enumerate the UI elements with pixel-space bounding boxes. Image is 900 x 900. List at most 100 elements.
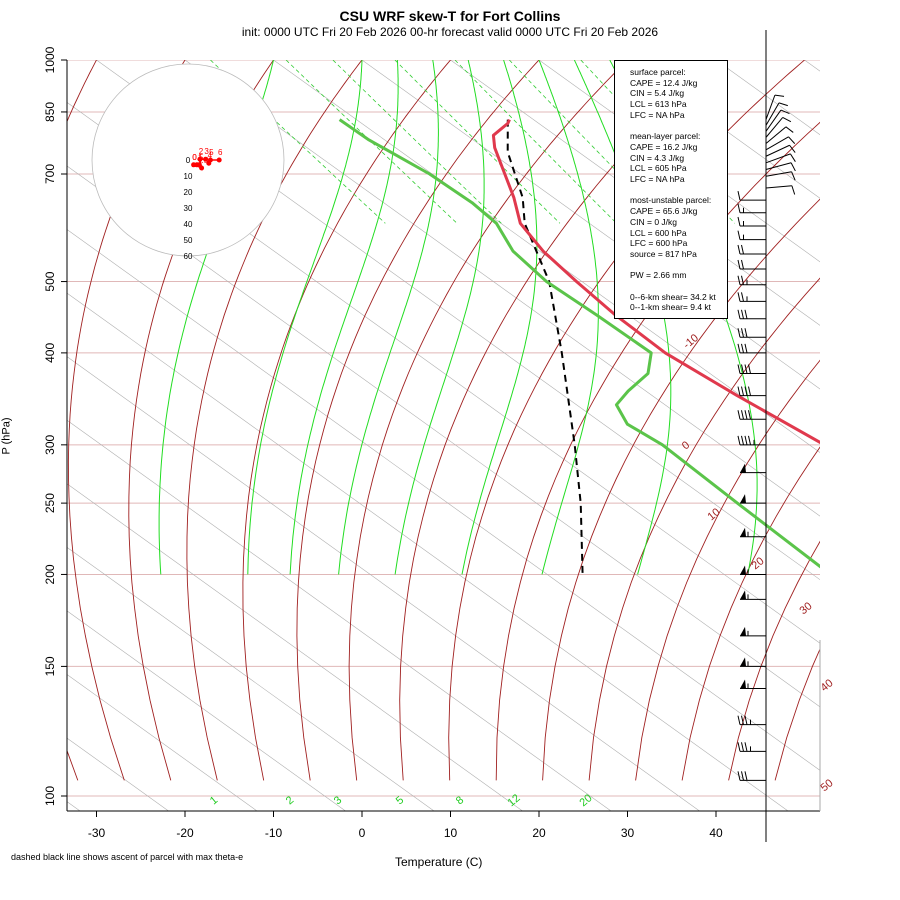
info-block: PW = 2.66 mm [630, 270, 727, 281]
wind-barb-flag [744, 328, 748, 338]
hodograph-point-label: 6 [218, 148, 223, 157]
wind-barb-pennant [740, 494, 746, 504]
wind-barb-flag [744, 343, 748, 353]
wind-barb-flag [780, 109, 790, 115]
info-line: CIN = 5.4 J/kg [630, 88, 685, 99]
wind-barbs [737, 94, 796, 781]
hodograph-ring-label: 60 [184, 252, 193, 261]
hodograph-point-label: 5 [209, 148, 214, 157]
dry-adiabat [774, 647, 820, 781]
wind-barb-flag [744, 435, 748, 445]
hodograph-point-label: 2 [199, 147, 204, 156]
isotherm-label: 20 [750, 555, 767, 572]
hodograph-point [207, 157, 213, 163]
hodograph-ring-label: 0 [186, 156, 191, 165]
info-line: LCL = 605 hPa [630, 163, 687, 174]
wind-barb-flag [737, 364, 741, 374]
y-tick-label: 850 [43, 102, 57, 122]
wind-barb-flag [744, 410, 748, 420]
info-line: most-unstable parcel: [630, 195, 712, 206]
wind-barb-flag [741, 275, 744, 285]
wind-barb [740, 527, 766, 538]
x-tick-label: 10 [444, 826, 458, 840]
y-tick-label: 300 [43, 435, 57, 455]
mixing-ratio-line [394, 60, 561, 224]
hodograph-point-label: 4 [208, 151, 213, 160]
info-block: 0--6-km shear= 34.2 kt 0--1-km shear= 9.4… [630, 292, 727, 313]
mixing-ratio-label: 20 [578, 792, 595, 809]
mixing-ratio-line [285, 60, 458, 224]
footnote: dashed black line shows ascent of parcel… [11, 852, 244, 862]
hodograph-ring-label: 10 [184, 172, 193, 181]
info-line: CIN = 0 J/kg [630, 216, 678, 227]
moist-adiabat [461, 60, 538, 575]
isotherm-line [184, 60, 820, 517]
wind-barb-flag [737, 275, 741, 285]
wind-barb-pennant [740, 463, 746, 473]
y-tick-label: 250 [43, 493, 57, 513]
isotherm-label: 50 [819, 777, 836, 794]
wind-barb-flag [744, 364, 748, 374]
wind-barb-flag [741, 309, 744, 319]
moist-adiabat [538, 60, 599, 575]
wind-barb [765, 102, 788, 126]
isotherm-line [67, 356, 701, 811]
wind-barb-staff [765, 171, 792, 177]
dry-adiabat [681, 446, 820, 781]
isotherm-line [67, 419, 612, 811]
dewpoint-profile-line [338, 118, 820, 569]
isotherm-line [361, 60, 820, 390]
wind-barb-flag [744, 715, 748, 725]
wind-barb-flag [789, 144, 796, 153]
info-line: CAPE = 12.4 J/kg [630, 77, 698, 88]
wind-barb [737, 410, 766, 420]
wind-barb-flag [737, 309, 741, 319]
wind-barb [737, 203, 766, 214]
wind-barb-staff [765, 153, 791, 164]
wind-barb-flag [737, 191, 741, 201]
wind-barb [765, 126, 794, 144]
y-tick-label: 700 [43, 164, 57, 184]
wind-barb-flag [748, 435, 751, 445]
isotherm-line [67, 546, 435, 811]
wind-barb [765, 171, 796, 181]
wind-barb [737, 244, 766, 255]
isotherm-line [67, 483, 524, 811]
wind-barb [765, 185, 796, 195]
wind-barb-flag [782, 117, 792, 123]
wind-barb-flag [788, 136, 796, 144]
wind-barb [765, 117, 792, 138]
wind-barb-pennant [740, 565, 746, 575]
wind-barb-flag [741, 328, 744, 338]
wind-barb-staff [765, 109, 782, 132]
info-line: LFC = 600 hPa [630, 238, 688, 249]
wind-barb-flag [741, 742, 744, 752]
wind-barb-flag [785, 126, 794, 133]
wind-barb-flag [741, 259, 744, 270]
wind-barb-staff [765, 94, 776, 120]
wind-barb-flag [774, 94, 785, 97]
wind-barb [737, 259, 766, 270]
hodograph-point [199, 165, 205, 171]
wind-barb-pennant [740, 590, 746, 600]
wind-barb-flag [741, 244, 744, 255]
isotherm-line [67, 610, 347, 811]
isotherm-line [67, 165, 820, 708]
info-line: source = 817 hPa [630, 248, 697, 259]
wind-barb-flag [778, 102, 788, 107]
hodograph-point-label: 3 [204, 147, 209, 156]
wind-barb-flag [744, 742, 748, 752]
wind-barb-flag [791, 185, 796, 195]
wind-barb [737, 216, 766, 227]
y-tick-label: 150 [43, 656, 57, 676]
mixing-ratio-label: 12 [506, 792, 523, 809]
info-line: LCL = 600 hPa [630, 227, 687, 238]
x-tick-label: -10 [265, 826, 283, 840]
wind-barb [737, 328, 766, 338]
dry-adiabat [296, 60, 540, 781]
moist-adiabat [338, 60, 439, 575]
wind-barb [740, 590, 766, 600]
wind-barb-flag [741, 364, 744, 374]
info-line: CIN = 4.3 J/kg [630, 152, 685, 163]
wind-barb-flag [791, 171, 796, 181]
